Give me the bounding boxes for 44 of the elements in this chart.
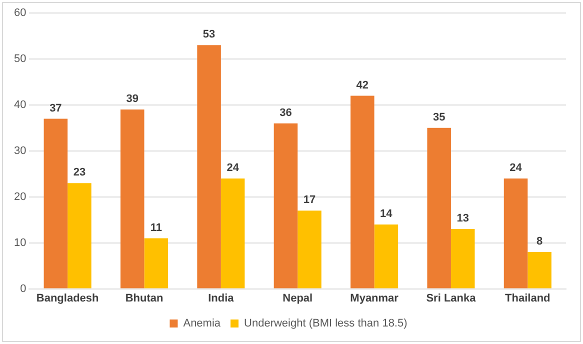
bar [427, 128, 451, 288]
data-label: 39 [126, 93, 138, 106]
bar [274, 123, 298, 288]
bar [220, 178, 245, 288]
legend-label: Anemia [183, 318, 222, 330]
y-tick-label: 50 [14, 53, 26, 65]
data-label: 11 [150, 222, 162, 234]
x-tick-label: India [208, 292, 235, 304]
y-tick-label: 60 [14, 7, 26, 20]
bar [504, 178, 528, 288]
y-tick-label: 10 [14, 236, 26, 249]
bar [120, 110, 144, 288]
data-label: 23 [73, 166, 86, 179]
data-label: 14 [380, 208, 394, 220]
y-tick-label: 40 [14, 98, 26, 111]
bar [450, 229, 475, 288]
x-tick-label: Myanmar [350, 292, 400, 304]
bar [144, 238, 168, 288]
bar [68, 183, 92, 288]
bar [197, 45, 221, 288]
data-label: 24 [510, 162, 523, 174]
data-label: 13 [456, 212, 469, 225]
data-label: 53 [202, 28, 216, 41]
y-tick-label: 30 [14, 144, 26, 157]
bar [298, 210, 322, 288]
y-tick-label: 0 [20, 282, 26, 295]
bar [44, 118, 68, 288]
bar [528, 252, 552, 288]
x-tick-label: Bangladesh [36, 292, 100, 304]
x-tick-label: Thailand [505, 292, 550, 304]
data-label: 24 [226, 162, 240, 174]
bar [350, 96, 374, 288]
data-label: 36 [280, 106, 292, 119]
data-label: 42 [356, 79, 369, 92]
data-label: 8 [536, 236, 543, 248]
data-label: 35 [432, 111, 446, 124]
data-label: 37 [50, 102, 62, 114]
x-tick-label: Sri Lanka [426, 292, 477, 304]
data-label: 17 [303, 194, 316, 206]
legend-label: Underweight (BMI less than 18.5) [244, 318, 408, 330]
x-tick-label: Bhutan [125, 292, 164, 304]
bar [374, 224, 398, 288]
x-tick-label: Nepal [282, 292, 313, 304]
y-tick-label: 20 [14, 190, 26, 203]
